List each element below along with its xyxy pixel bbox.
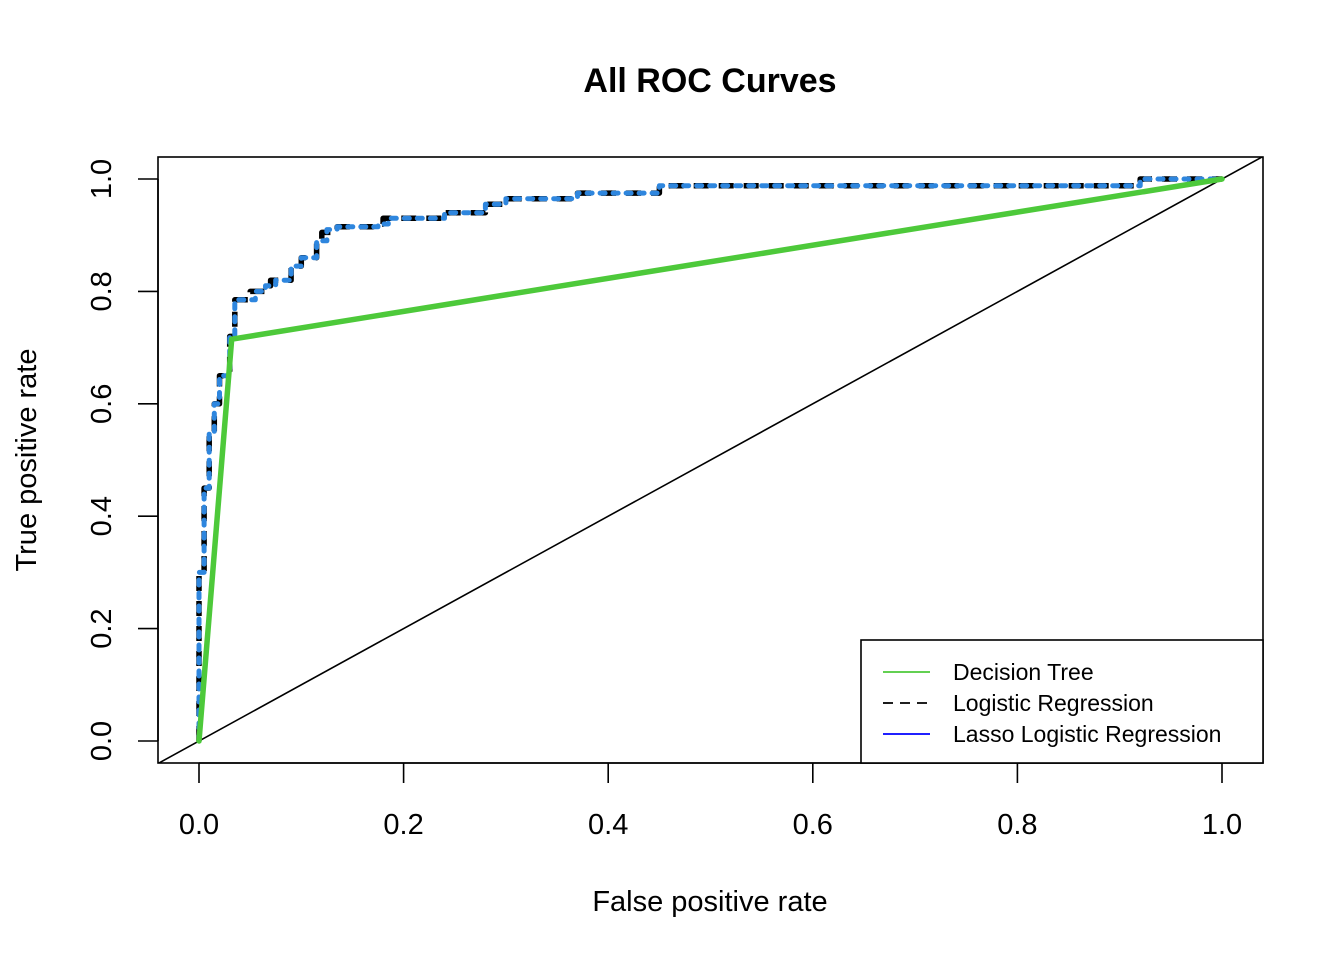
legend-entries: Decision Tree Logistic Regression Lasso Lo… xyxy=(883,659,1221,747)
y-tick-label: 1.0 xyxy=(86,159,118,199)
y-axis: 0.0 0.2 0.4 0.6 0.8 1.0 xyxy=(86,159,159,761)
legend-label-logistic-regression: Logistic Regression xyxy=(953,690,1154,716)
legend-label-decision-tree: Decision Tree xyxy=(953,659,1094,685)
x-tick-label: 0.2 xyxy=(383,809,423,841)
x-tick-label: 0.4 xyxy=(588,809,628,841)
x-axis: 0.0 0.2 0.4 0.6 0.8 1.0 xyxy=(179,762,1242,841)
x-axis-label: False positive rate xyxy=(592,886,827,918)
x-tick-label: 1.0 xyxy=(1202,809,1242,841)
chart-title: All ROC Curves xyxy=(583,62,836,100)
y-tick-label: 0.6 xyxy=(86,384,118,424)
y-tick-label: 0.2 xyxy=(86,608,118,648)
y-axis-label: True positive rate xyxy=(11,349,43,572)
reference-diagonal xyxy=(158,157,1263,763)
series-layer xyxy=(158,157,1263,763)
legend-box xyxy=(860,639,1264,764)
series-decision-tree-line xyxy=(196,176,1225,744)
legend-label-lasso-logistic-regression: Lasso Logistic Regression xyxy=(953,721,1221,747)
x-tick-label: 0.0 xyxy=(179,809,219,841)
x-tick-label: 0.8 xyxy=(997,809,1037,841)
series-lasso-logistic-regression-line xyxy=(196,176,1225,744)
x-tick-label: 0.6 xyxy=(793,809,833,841)
series-group xyxy=(158,157,1263,763)
legend: Decision Tree Logistic Regression Lasso Lo… xyxy=(860,639,1264,764)
y-tick-label: 0.8 xyxy=(86,271,118,311)
y-tick-label: 0.0 xyxy=(86,721,118,761)
y-tick-label: 0.4 xyxy=(86,496,118,536)
